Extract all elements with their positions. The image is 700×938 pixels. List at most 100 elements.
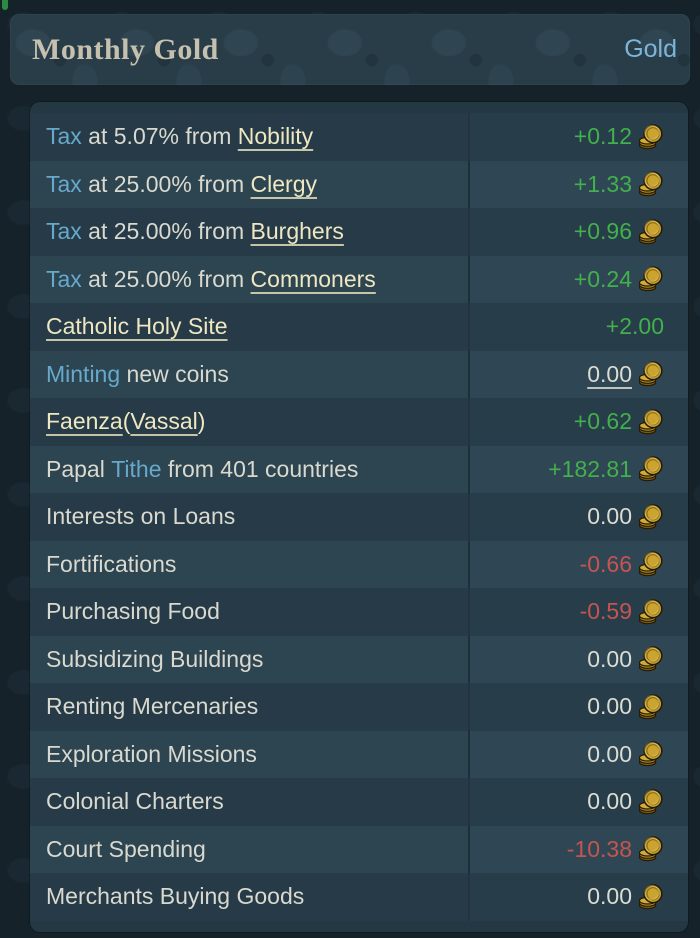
label-text: Interests on Loans [46,503,236,530]
nobility-link[interactable]: Nobility [237,123,314,150]
label-text: ) [197,408,206,435]
ledger-row-label: Faenza(Vassal) [30,398,468,446]
value-amount: +0.24 [573,265,632,292]
label-text: Fortifications [46,550,177,577]
commoners-link[interactable]: Commoners [250,265,376,292]
ledger-row: Papal Tithe from 401 countries +182.81 [30,445,688,494]
gold-coin-stack-icon [638,266,663,292]
gold-coin-stack-icon [638,219,663,245]
ledger-row-label: Tax at 25.00% from Burghers [30,208,468,256]
ledger-row-label: Colonial Charters [30,778,468,826]
label-text: at 25.00% from [81,265,251,292]
ledger-row-value-cell: -0.66 [468,540,688,588]
label-text: at 25.00% from [81,170,251,197]
ledger-row-value-cell: 0.00 [468,493,688,541]
tithe-keyword[interactable]: Tithe [111,455,162,482]
value-amount: 0.00 [587,788,632,815]
tooltip-header: Monthly Gold Gold [10,14,690,85]
ledger-row: Catholic Holy Site +2.00 [30,303,688,351]
gold-coin-stack-icon [638,409,663,435]
ledger-row-label: Interests on Loans [30,493,468,541]
label-text: Colonial Charters [46,788,224,815]
ledger-row-label: Subsidizing Buildings [30,636,468,684]
label-text: at 25.00% from [81,218,251,245]
panel-title: Monthly Gold [32,32,219,66]
tax-keyword[interactable]: Tax [46,170,82,197]
ledger-row-value-cell: +1.33 [468,160,688,208]
ledger-row-value-cell: +2.00 [468,303,688,351]
vassal-link[interactable]: Vassal [130,408,198,435]
cursor-artifact [2,0,8,10]
monthly-gold-ledger: Tax at 5.07% from Nobility +0.12 Tax at 25… [30,102,688,932]
gold-coin-stack-icon [638,836,663,862]
label-text: from 401 countries [161,455,359,482]
gold-coin-stack-icon [638,789,663,815]
ledger-row-label: Exploration Missions [30,731,468,779]
tax-keyword[interactable]: Tax [46,218,82,245]
label-text: ( [122,408,131,435]
label-text: Papal [46,455,112,482]
ledger-row-label: Renting Mercenaries [30,683,468,731]
value-amount: +182.81 [548,455,632,482]
ledger-row-label: Catholic Holy Site [30,303,468,351]
ledger-row-label: Merchants Buying Goods [30,873,468,921]
ledger-row-label: Purchasing Food [30,588,468,636]
label-text: Exploration Missions [46,740,257,767]
value-amount: 0.00 [587,693,632,720]
value-amount: +1.33 [573,170,632,197]
ledger-row-label: Minting new coins [30,351,468,399]
ledger-row: Interests on Loans 0.00 [30,493,688,541]
ledger-row-label: Tax at 5.07% from Nobility [30,113,468,161]
tax-keyword[interactable]: Tax [46,265,82,292]
ledger-row-value-cell: -0.59 [468,588,688,636]
ledger-row-label: Fortifications [30,541,468,589]
minting-keyword[interactable]: Minting [46,360,121,387]
gold-coin-stack-icon [638,694,663,720]
value-amount: 0.00 [587,645,632,672]
label-text: new coins [120,360,229,387]
value-amount: +0.12 [573,123,632,150]
ledger-row: Tax at 25.00% from Commoners +0.24 [30,255,688,304]
value-amount: 0.00 [587,503,632,530]
value-amount: -0.59 [579,598,632,625]
burghers-link[interactable]: Burghers [250,218,344,245]
value-amount: +0.96 [573,218,632,245]
gold-coin-stack-icon [638,504,663,530]
ledger-row: Tax at 25.00% from Burghers +0.96 [30,208,688,256]
ledger-row-value-cell: +0.62 [468,398,688,446]
ledger-row: Renting Mercenaries 0.00 [30,683,688,731]
gold-coin-stack-icon [638,646,663,672]
gold-coin-stack-icon [638,884,663,910]
catholic-holy-site-link[interactable]: Catholic Holy Site [46,313,228,340]
ledger-row: Exploration Missions 0.00 [30,730,688,779]
gold-coin-stack-icon [638,551,663,577]
ledger-row-label: Court Spending [30,826,468,874]
ledger-row-value-cell: +0.96 [468,208,688,256]
ledger-row: Minting new coins 0.00 [30,350,688,399]
ledger-row-label: Tax at 25.00% from Commoners [30,256,468,304]
ledger-row: Tax at 25.00% from Clergy +1.33 [30,160,688,209]
ledger-row-value-cell: 0.00 [468,873,688,921]
ledger-row: Merchants Buying Goods 0.00 [30,873,688,921]
ledger-row: Colonial Charters 0.00 [30,778,688,826]
minting-value-link[interactable]: 0.00 [587,360,632,387]
label-text: at 5.07% from [81,123,238,150]
value-amount: -10.38 [566,835,632,862]
ledger-row-value-cell: 0.00 [468,730,688,778]
ledger-row-value-cell: 0.00 [468,350,688,398]
label-text: Court Spending [46,835,206,862]
ledger-row-label: Tax at 25.00% from Clergy [30,161,468,209]
clergy-link[interactable]: Clergy [250,170,318,197]
label-text: Merchants Buying Goods [46,883,305,910]
ledger-row-label: Papal Tithe from 401 countries [30,446,468,494]
gold-coin-stack-icon [638,171,663,197]
ledger-row-value-cell: +0.12 [468,113,688,161]
faenza-link[interactable]: Faenza [46,408,123,435]
ledger-row: Tax at 5.07% from Nobility +0.12 [30,113,688,161]
tax-keyword[interactable]: Tax [46,123,82,150]
ledger-row: Fortifications -0.66 [30,540,688,589]
gold-concept-link[interactable]: Gold [624,35,677,63]
value-amount: +0.62 [573,408,632,435]
ledger-row-value-cell: 0.00 [468,683,688,731]
